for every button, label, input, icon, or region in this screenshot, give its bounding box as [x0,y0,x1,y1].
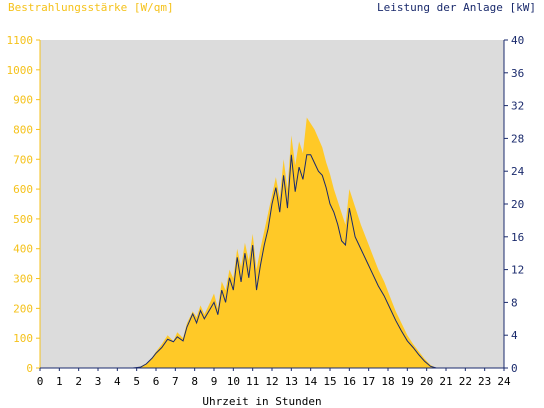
x-tick-label: 1 [56,375,63,388]
left-tick-label: 800 [13,123,33,136]
left-tick-label: 600 [13,183,33,196]
x-tick-label: 24 [497,375,511,388]
right-tick-label: 4 [511,329,518,342]
x-tick-label: 11 [246,375,259,388]
right-tick-label: 24 [511,165,525,178]
left-tick-label: 0 [26,362,33,375]
x-tick-label: 21 [439,375,452,388]
x-tick-label: 18 [381,375,394,388]
left-axis-title: Bestrahlungsstärke [W/qm] [8,1,174,14]
right-tick-label: 8 [511,296,518,309]
right-tick-label: 28 [511,132,524,145]
left-tick-label: 1000 [7,64,34,77]
x-tick-label: 7 [172,375,179,388]
x-tick-label: 9 [211,375,218,388]
power-line [40,154,504,369]
x-tick-label: 23 [478,375,491,388]
right-tick-label: 36 [511,67,524,80]
right-tick-label: 12 [511,264,524,277]
irradiance-area [40,117,504,368]
x-tick-label: 20 [420,375,433,388]
x-axis-title: Uhrzeit in Stunden [202,395,321,408]
x-tick-label: 13 [285,375,298,388]
x-tick-label: 8 [191,375,198,388]
x-tick-label: 14 [304,375,318,388]
left-tick-label: 1100 [7,34,34,47]
left-tick-label: 400 [13,243,33,256]
right-tick-label: 0 [511,362,518,375]
left-axis-ticks: 0 100 200 300 400 500 600 700 800 900 1000 1100 [7,34,40,375]
x-tick-label: 16 [343,375,356,388]
right-tick-label: 40 [511,34,524,47]
x-tick-label: 0 [37,375,44,388]
left-tick-label: 500 [13,213,33,226]
x-tick-label: 4 [114,375,121,388]
left-tick-label: 100 [13,332,33,345]
power-line-layer [40,154,504,369]
x-tick-label: 17 [362,375,375,388]
x-tick-label: 15 [323,375,336,388]
x-tick-label: 5 [133,375,140,388]
left-tick-label: 200 [13,302,33,315]
x-tick-label: 3 [95,375,102,388]
x-tick-label: 22 [459,375,472,388]
x-tick-label: 19 [401,375,414,388]
x-tick-label: 10 [227,375,240,388]
right-axis-ticks: 0 4 8 12 16 20 24 28 32 36 40 [504,34,525,375]
x-axis-ticks: 0 1 2 3 4 5 6 7 8 9 10 11 12 13 14 15 16 17 18 19 20 21 22 23 24 [37,368,511,388]
right-axis-title: Leistung der Anlage [kW] [377,1,536,14]
right-tick-label: 32 [511,100,524,113]
x-tick-label: 6 [153,375,160,388]
left-tick-label: 300 [13,273,33,286]
right-tick-label: 20 [511,198,524,211]
irradiance-area-layer [40,117,504,368]
left-tick-label: 900 [13,94,33,107]
right-tick-label: 16 [511,231,524,244]
left-tick-label: 700 [13,153,33,166]
x-tick-label: 12 [265,375,278,388]
x-tick-label: 2 [75,375,82,388]
